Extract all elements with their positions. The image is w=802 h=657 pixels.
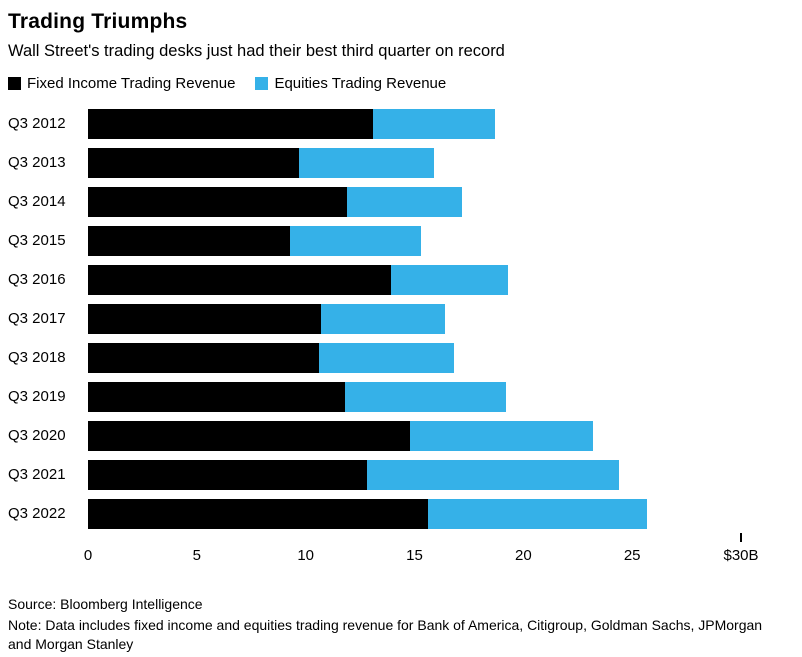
bar-track (88, 303, 741, 334)
bar-segment-equities (366, 459, 620, 490)
category-label: Q3 2020 (8, 427, 66, 444)
bar-row: Q3 2021 (8, 455, 788, 494)
category-label: Q3 2012 (8, 115, 66, 132)
bar-segment-equities (299, 147, 435, 178)
category-label: Q3 2019 (8, 388, 66, 405)
source-text: Source: Bloomberg Intelligence (8, 596, 203, 612)
bar-track (88, 147, 741, 178)
bar-track (88, 342, 741, 373)
bar-segment-equities (347, 186, 463, 217)
x-axis-tick-label: 20 (514, 547, 532, 564)
legend-item-equities: Equities Trading Revenue (255, 75, 446, 92)
category-label: Q3 2021 (8, 466, 66, 483)
bar-track (88, 108, 741, 139)
legend-swatch-equities-icon (255, 77, 269, 90)
bar-segment-fixed-income (88, 108, 374, 139)
bar-segment-equities (320, 303, 445, 334)
bar-segment-fixed-income (88, 147, 300, 178)
bar-row: Q3 2017 (8, 299, 788, 338)
bar-segment-fixed-income (88, 381, 345, 412)
x-axis-tick-label: 0 (83, 547, 93, 564)
x-axis-tick-mark (740, 533, 742, 542)
bar-track (88, 459, 741, 490)
bar-row: Q3 2015 (8, 221, 788, 260)
category-label: Q3 2016 (8, 271, 66, 288)
x-axis-tick-label: 5 (192, 547, 201, 564)
legend-item-fixed-income: Fixed Income Trading Revenue (8, 75, 235, 92)
bar-track (88, 498, 741, 529)
bar-segment-equities (373, 108, 496, 139)
bar-segment-equities (427, 498, 648, 529)
category-label: Q3 2013 (8, 154, 66, 171)
bar-segment-equities (390, 264, 509, 295)
bar-segment-equities (318, 342, 454, 373)
page-title: Trading Triumphs (8, 10, 188, 33)
bar-segment-fixed-income (88, 420, 411, 451)
stacked-bar-chart: Q3 2012 Q3 2013 Q3 2014 Q3 2015 Q3 2016 Q3 20… (8, 104, 788, 569)
chart-footer: Source: Bloomberg Intelligence Note: Dat… (8, 595, 788, 654)
x-axis: 0 5 10 15 20 25 $30B (84, 533, 759, 569)
legend: Fixed Income Trading Revenue Equities Tr… (8, 75, 788, 92)
bar-segment-equities (344, 381, 506, 412)
bar-track (88, 420, 741, 451)
bar-segment-fixed-income (88, 498, 428, 529)
category-label: Q3 2014 (8, 193, 66, 210)
category-label: Q3 2015 (8, 232, 66, 249)
bar-track (88, 264, 741, 295)
legend-label-fixed-income: Fixed Income Trading Revenue (27, 75, 236, 92)
bar-row: Q3 2012 (8, 104, 788, 143)
bar-segment-fixed-income (88, 342, 319, 373)
category-label: Q3 2022 (8, 505, 66, 522)
bar-segment-fixed-income (88, 264, 391, 295)
legend-swatch-fixed-income-icon (8, 77, 21, 90)
bar-track (88, 381, 741, 412)
bar-segment-equities (410, 420, 593, 451)
bar-row: Q3 2013 (8, 143, 788, 182)
bar-segment-fixed-income (88, 303, 321, 334)
bar-segment-fixed-income (88, 186, 348, 217)
note-text: Note: Data includes fixed income and equ… (8, 616, 763, 652)
x-axis-tick-label: 15 (406, 547, 423, 564)
bar-row: Q3 2019 (8, 377, 788, 416)
bar-track (88, 225, 741, 256)
chart-rows: Q3 2012 Q3 2013 Q3 2014 Q3 2015 Q3 2016 Q3 20… (8, 104, 788, 533)
bar-row: Q3 2016 (8, 260, 788, 299)
legend-label-equities: Equities Trading Revenue (274, 75, 447, 92)
category-label: Q3 2017 (8, 310, 66, 327)
bar-row: Q3 2014 (8, 182, 788, 221)
bar-segment-fixed-income (88, 225, 291, 256)
x-axis-tick-label: 10 (297, 547, 314, 564)
bar-row: Q3 2018 (8, 338, 788, 377)
bar-track (88, 186, 741, 217)
bar-segment-equities (290, 225, 422, 256)
x-axis-tick-label: 25 (623, 547, 641, 564)
bar-row: Q3 2022 (8, 494, 788, 533)
x-axis-tick-label: $30B (723, 547, 759, 564)
bar-row: Q3 2020 (8, 416, 788, 455)
category-label: Q3 2018 (8, 349, 66, 366)
page-subtitle: Wall Street's trading desks just had the… (8, 42, 505, 60)
bar-segment-fixed-income (88, 459, 367, 490)
